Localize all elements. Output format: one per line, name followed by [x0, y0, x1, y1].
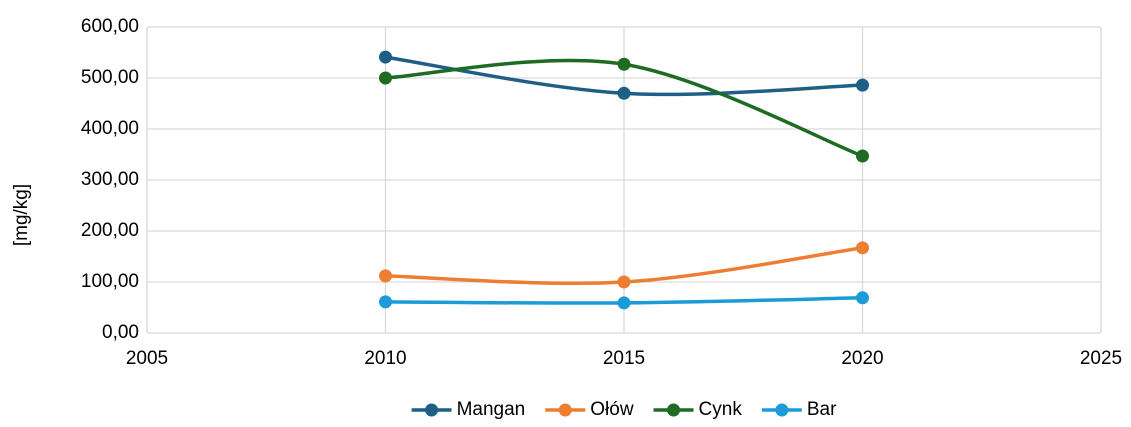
legend: Mangan Ołów Cynk Bar: [411, 399, 837, 420]
legend-item: Mangan: [411, 399, 526, 420]
data-point: [617, 86, 631, 100]
y-axis-label: [mg/kg]: [11, 184, 32, 246]
x-tick-label: 2005: [126, 348, 168, 369]
data-point: [379, 71, 392, 85]
data-point: [856, 149, 869, 163]
data-point: [856, 78, 869, 92]
legend-label: Cynk: [699, 399, 743, 420]
y-tick-label: 300,00: [81, 169, 139, 190]
data-point: [856, 241, 869, 255]
data-point: [617, 275, 631, 289]
legend-item: Ołów: [545, 399, 634, 420]
y-tick-label: 400,00: [81, 118, 139, 139]
data-point: [379, 269, 392, 283]
x-tick-label: 2010: [364, 348, 406, 369]
legend-label: Ołów: [590, 399, 634, 420]
legend-item: Cynk: [653, 399, 743, 420]
legend-marker: [558, 403, 572, 417]
legend-label: Mangan: [457, 399, 526, 420]
x-tick-label: 2015: [603, 348, 645, 369]
data-point: [379, 50, 392, 64]
x-tick-label: 2025: [1080, 348, 1122, 369]
legend-marker: [667, 403, 681, 417]
y-tick-label: 500,00: [81, 67, 139, 88]
x-tick-label: 2020: [841, 348, 883, 369]
data-point: [379, 295, 392, 309]
legend-item: Bar: [761, 399, 837, 420]
y-tick-label: 600,00: [81, 16, 139, 37]
y-tick-label: 0,00: [102, 322, 139, 343]
data-point: [856, 291, 869, 305]
legend-marker: [425, 403, 439, 417]
y-tick-label: 200,00: [81, 220, 139, 241]
legend-marker: [775, 403, 789, 417]
y-tick-label: 100,00: [81, 271, 139, 292]
legend-label: Bar: [807, 399, 837, 420]
data-point: [617, 296, 631, 310]
data-point: [617, 57, 631, 71]
